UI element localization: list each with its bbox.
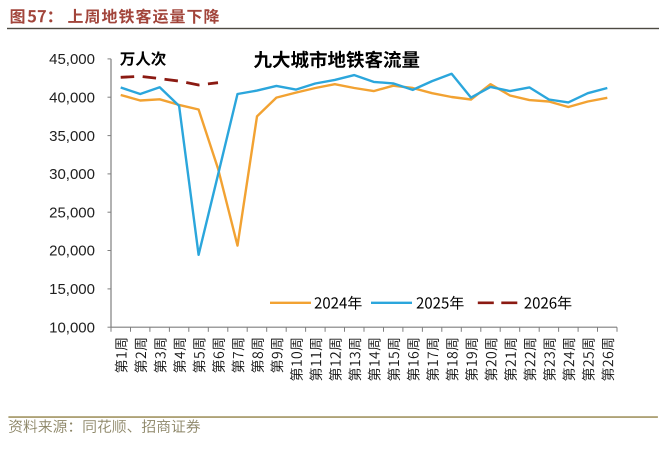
svg-text:25,000: 25,000 [49, 204, 95, 221]
svg-text:20,000: 20,000 [49, 243, 95, 260]
svg-text:40,000: 40,000 [49, 89, 95, 106]
svg-text:15,000: 15,000 [49, 281, 95, 298]
svg-text:45,000: 45,000 [49, 51, 95, 68]
svg-text:30,000: 30,000 [49, 166, 95, 183]
svg-text:10,000: 10,000 [49, 319, 95, 336]
svg-text:35,000: 35,000 [49, 128, 95, 145]
